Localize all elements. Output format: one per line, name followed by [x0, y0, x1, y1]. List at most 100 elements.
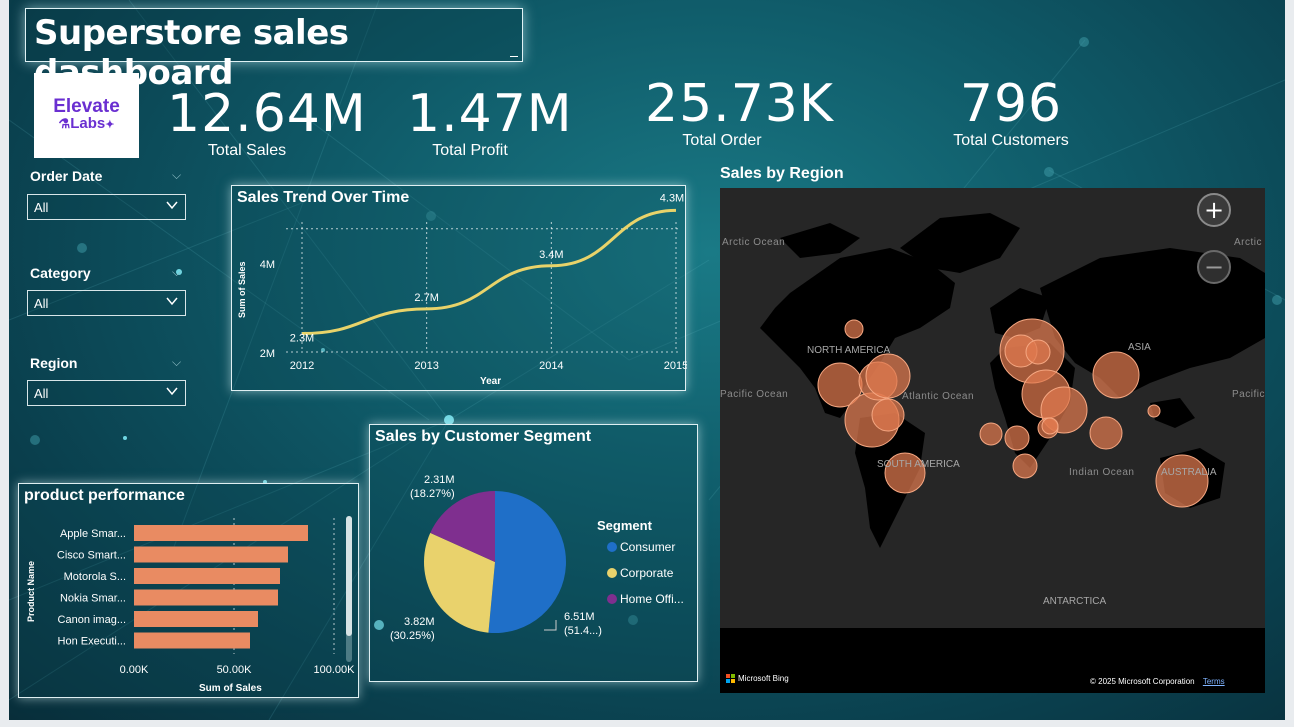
customer-segment-title: Sales by Customer Segment [375, 428, 592, 445]
sparkle-icon: ✦ [105, 119, 115, 131]
kpi-label: Total Sales [207, 142, 287, 159]
data-label: 4.3M [660, 192, 684, 204]
sales-trend-chart[interactable]: Sum of Sales Year 4M 2M 2012 2013 2014 2015… [232, 186, 687, 392]
logo-text-line2-label: Labs [70, 115, 106, 132]
bing-attribution: Microsoft Bing [726, 674, 789, 683]
chevron-down-icon[interactable]: ⌵ [172, 265, 182, 279]
pie-slice[interactable] [488, 491, 567, 633]
slice-value-label: 6.51M [564, 611, 595, 623]
kpi-total-customers: 796 Total Customers [939, 76, 1083, 150]
sales-by-region-map[interactable]: + − Arctic Ocean Arctic NORTH AMERICA AS… [720, 188, 1265, 693]
chevron-down-icon [166, 201, 178, 210]
x-tick-label: 0.00K [120, 664, 149, 676]
pie-slice[interactable] [424, 532, 495, 633]
kpi-value: 1.47M [407, 84, 573, 144]
x-axis-title: Year [480, 376, 501, 387]
map-label-pacific: Pacific Ocean [720, 389, 789, 400]
bar[interactable] [134, 589, 278, 606]
x-tick-label: 2013 [414, 360, 438, 372]
kpi-label: Total Order [682, 132, 762, 149]
zoom-in-button[interactable]: + [1197, 193, 1231, 227]
legend-label[interactable]: Corporate [620, 566, 674, 580]
slice-percent-label: (18.27%) [410, 488, 455, 500]
sales-bubbles [817, 318, 1209, 508]
bar[interactable] [134, 568, 280, 584]
flask-icon: ⚗ [58, 116, 71, 131]
leader-line [544, 620, 557, 631]
chevron-down-icon [166, 297, 178, 306]
map-label-pacific-right: Pacific [1232, 389, 1265, 400]
category-label: Hon Executi... [58, 636, 126, 648]
y-axis-title: Sum of Sales [237, 261, 247, 318]
dropdown-value: All [34, 200, 49, 215]
bar[interactable] [134, 611, 258, 627]
kpi-total-order: 25.73K Total Order [645, 74, 834, 150]
slice-percent-label: (30.25%) [390, 630, 435, 642]
product-performance-panel: product performance Product Name Sum of … [18, 483, 359, 698]
pie-slice[interactable] [430, 491, 495, 562]
chevron-down-icon [166, 387, 178, 396]
order-date-dropdown[interactable]: All [27, 194, 186, 220]
legend-label[interactable]: Home Offi... [620, 592, 684, 606]
kpi-label: Total Profit [432, 142, 508, 159]
sales-trend-panel: Sales Trend Over Time Sum of Sales Year … [231, 185, 687, 392]
zoom-out-button[interactable]: − [1197, 250, 1231, 284]
slice-percent-label: (51.4...) [564, 625, 602, 637]
map-label-arctic-right: Arctic [1234, 237, 1262, 248]
world-map[interactable] [720, 188, 1265, 693]
legend-marker [607, 594, 617, 604]
slicer-label: Order Date [30, 168, 103, 184]
bar[interactable] [134, 525, 308, 541]
x-tick-label: 2012 [290, 360, 314, 372]
category-dropdown[interactable]: All [27, 290, 186, 316]
category-label: Cisco Smart... [57, 550, 126, 562]
terms-link[interactable]: Terms [1202, 677, 1225, 686]
kpi-value: 796 [959, 74, 1063, 134]
series-line[interactable] [301, 208, 677, 336]
x-axis-title: Sum of Sales [199, 683, 262, 694]
map-label-indian: Indian Ocean [1069, 467, 1135, 478]
antarctica-shelf [720, 628, 1265, 693]
map-label-south-america: SOUTH AMERICA [877, 459, 960, 470]
kpi-total-sales: 12.64M Total Sales [167, 84, 367, 160]
map-label-antarctica: ANTARCTICA [1043, 596, 1107, 607]
kpi-value: 25.73K [645, 74, 834, 134]
x-tick-label: 50.00K [217, 664, 253, 676]
dropdown-value: All [34, 386, 49, 401]
kpi-label: Total Customers [953, 132, 1069, 149]
logo-text-line2: ⚗Labs✦ [59, 116, 115, 133]
slicer-category: Category ⌵ All [27, 265, 190, 317]
logo-text-line1: Elevate [53, 96, 120, 117]
legend-marker [607, 568, 617, 578]
bar[interactable] [134, 632, 250, 649]
title-cursor [510, 56, 518, 57]
product-performance-chart[interactable]: Product Name Sum of Sales 0.00K 50.00K 100… [19, 484, 360, 699]
chevron-down-icon[interactable]: ⌵ [172, 355, 182, 369]
x-tick-label: 100.00K [314, 664, 356, 676]
y-axis-title: Product Name [26, 561, 36, 622]
kpi-value: 12.64M [167, 84, 367, 144]
sales-trend-title: Sales Trend Over Time [237, 189, 410, 206]
slicer-order-date: Order Date ⌵ All [27, 168, 190, 220]
minus-icon: − [1203, 253, 1225, 281]
legend-label[interactable]: Consumer [620, 540, 675, 554]
slicer-label: Category [30, 265, 91, 281]
customer-segment-panel: Sales by Customer Segment 6.51M (51.4...)… [369, 424, 698, 682]
dropdown-value: All [34, 296, 49, 311]
x-tick-label: 2014 [539, 360, 563, 372]
slice-value-label: 2.31M [424, 474, 455, 486]
map-label-australia: AUSTRALIA [1161, 467, 1217, 478]
map-label-asia: ASIA [1128, 342, 1151, 353]
category-label: Motorola S... [64, 571, 126, 583]
chevron-down-icon[interactable]: ⌵ [172, 168, 182, 182]
scrollbar-thumb[interactable] [346, 516, 352, 636]
y-tick-label: 4M [260, 259, 275, 271]
map-label-north-america: NORTH AMERICA [807, 345, 891, 356]
customer-segment-chart[interactable]: 6.51M (51.4...) 3.82M (30.25%) 2.31M (18.27%)… [370, 425, 699, 683]
map-label-arctic: Arctic Ocean [722, 237, 786, 248]
plus-icon: + [1203, 196, 1225, 224]
region-dropdown[interactable]: All [27, 380, 186, 406]
bar[interactable] [134, 546, 288, 563]
legend-marker [607, 542, 617, 552]
data-label: 3.4M [539, 249, 563, 261]
